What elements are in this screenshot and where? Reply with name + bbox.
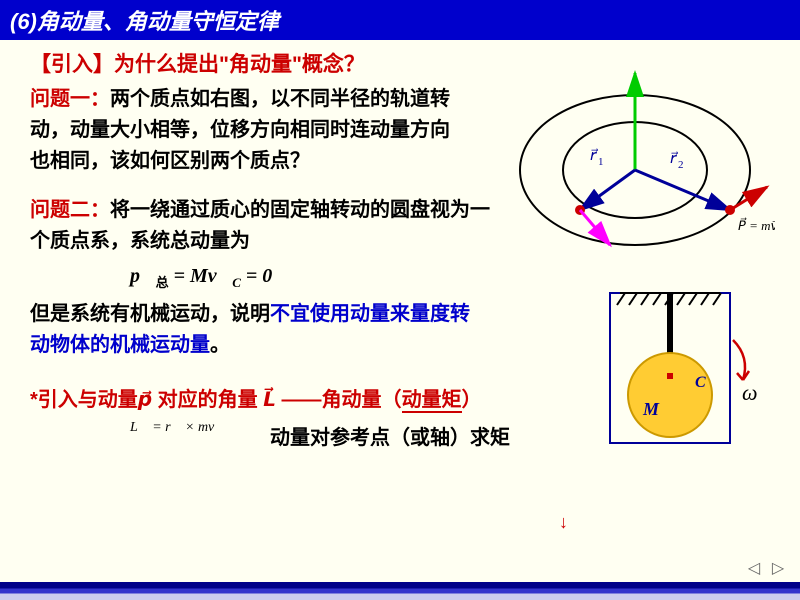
but-1: 但是系统有机械运动，说明 [30,303,270,325]
q2-label: 问题二： [30,199,110,221]
c-p: p⃗ [138,389,152,411]
svg-text:2: 2 [678,159,684,171]
question-1: 问题一：两个质点如右图，以不同半径的轨道转动，动量大小相等，位移方向相同时连动量… [30,84,450,177]
svg-text:C: C [695,374,706,391]
nav-buttons: ◁ ▷ [744,558,788,578]
c-t3: 角动量（ [322,389,402,411]
pendulum-diagram: M C ω [595,285,765,450]
svg-text:P⃗ = mv⃗: P⃗ = mv⃗ [738,218,775,233]
c-L: L⃗ [263,389,276,411]
but-statement: 但是系统有机械运动，说明不宜使用动量来量度转动物体的机械运动量。 [30,299,480,361]
question-2: 问题二：将一绕通过质心的固定轴转动的圆盘视为一个质点系，系统总动量为 [30,195,490,257]
c-t1: 引入与动量 [38,389,138,411]
footer-bar [0,582,800,600]
c-t4: 动量矩 [402,389,462,413]
orbit-diagram: r⃗ 1 r⃗ 2 P⃗ = mv⃗ [495,65,775,275]
intro-bracket: 【引入】 [30,53,114,76]
arrow-down-icon: ↓ [559,512,568,533]
header-title: (6)角动量、角动量守恒定律 [10,9,279,34]
next-button[interactable]: ▷ [768,558,788,578]
svg-text:M: M [642,399,660,419]
svg-text:ω: ω [742,380,758,405]
c-t5: ） [462,389,482,411]
c-dash: —— [276,389,322,411]
q1-label: 问题一： [30,88,110,110]
intro-text: 为什么提出"角动量"概念？ [114,53,365,76]
c-t2: 对应的角量 [152,389,263,411]
but-3: 。 [210,334,230,356]
prev-button[interactable]: ◁ [744,558,764,578]
svg-text:1: 1 [598,156,604,168]
slide-header: (6)角动量、角动量守恒定律 [0,0,800,40]
star: * [30,389,38,411]
